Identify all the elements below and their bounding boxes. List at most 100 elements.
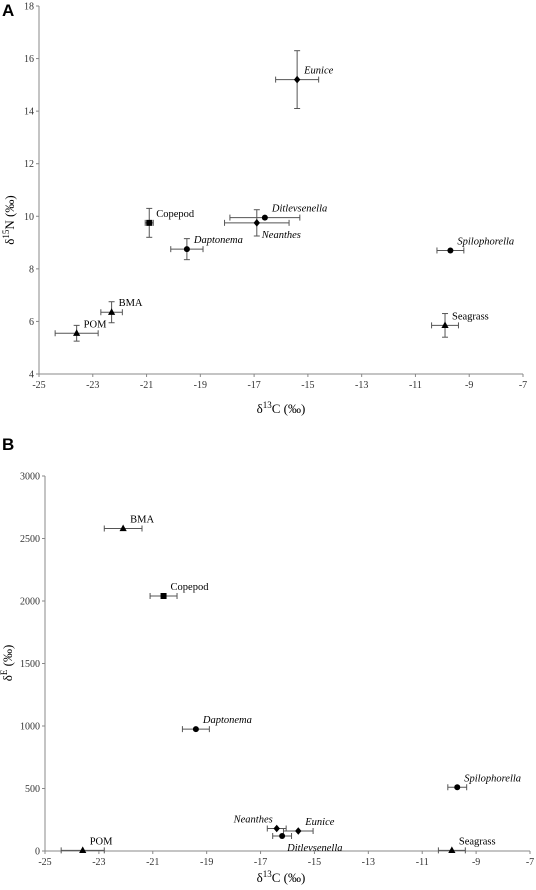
panel-a-y-axis-label: δ15N (‰) — [1, 195, 17, 244]
panel-b-point-bma: BMA — [103, 515, 154, 532]
point-label-neanthes: Neanthes — [261, 230, 301, 241]
point-label-pom: POM — [90, 836, 113, 847]
panel-b-x-tick-label: -9 — [472, 857, 480, 868]
circle-marker — [192, 726, 199, 733]
panel-b-y-tick-label: 0 — [35, 847, 40, 858]
panel-b-x-tick-label: -23 — [92, 857, 105, 868]
panel-b-y-tick-label: 500 — [25, 784, 40, 795]
point-label-daptonema: Daptonema — [193, 235, 243, 246]
panel-a-x-tick-label: -9 — [465, 380, 473, 391]
panel-a-x-tick-label: -13 — [355, 380, 368, 391]
panel-b-y-tick-label: 2000 — [20, 597, 40, 608]
panel-a-y-tick-label: 18 — [24, 2, 34, 13]
triangle-marker — [108, 308, 116, 315]
panel-b-axes: -25 -23 -21 -19 -17 -15 -13 -11 -9 -7 0 500 1000 1500… — [20, 472, 534, 869]
square-marker — [146, 219, 153, 226]
point-label-spilophorella: Spilophorella — [464, 773, 521, 784]
panel-a-point-seagrass: Seagrass — [431, 311, 489, 338]
panel-b-x-tick-label: -15 — [308, 857, 321, 868]
point-label-eunice: Eunice — [304, 817, 334, 828]
point-label-neanthes: Neanthes — [233, 815, 273, 826]
panel-a-y-tick-label: 14 — [24, 107, 34, 118]
triangle-marker — [79, 846, 87, 853]
panel-a-point-daptonema: Daptonema — [170, 235, 243, 261]
diamond-marker — [293, 75, 301, 84]
panel-a-point-pom: POM — [54, 319, 107, 342]
panel-a-letter: A — [2, 1, 14, 20]
point-label-seagrass: Seagrass — [452, 311, 489, 322]
point-label-seagrass: Seagrass — [459, 836, 496, 847]
panel-a-x-tick-label: -23 — [86, 380, 99, 391]
panel-a-point-ditlevsenella: Ditlevsenella — [229, 204, 327, 221]
panel-b-y-tick-label: 3000 — [20, 472, 40, 483]
panel-a-y-tick-label: 4 — [29, 370, 34, 381]
panel-b: B δE (‰) δ13C (‰) -25 -23 -21 -19 -17 -15 -13-… — [0, 435, 534, 885]
panel-b-x-tick-label: -7 — [526, 857, 534, 868]
panel-b-point-neanthes: Neanthes — [233, 815, 287, 833]
triangle-marker — [119, 524, 127, 532]
circle-marker — [279, 833, 286, 839]
panel-a-x-tick-label: -7 — [519, 380, 527, 391]
panel-a-axes: -25 -23 -21 -19 -17 -15 -13 -11 -9 -7 4 6 8 10 12 14 16 1… — [24, 2, 527, 392]
panel-b-point-daptonema: Daptonema — [181, 715, 252, 733]
panel-b-y-tick-label: 2500 — [20, 534, 40, 545]
panel-a-x-tick-label: -11 — [409, 380, 422, 391]
panel-a-y-tick-label: 6 — [29, 317, 34, 328]
triangle-marker — [441, 321, 449, 328]
point-label-ditlevsenella: Ditlevsenella — [286, 843, 342, 854]
triangle-marker — [448, 846, 456, 853]
panel-a-y-tick-label: 16 — [24, 54, 34, 65]
panel-b-x-tick-label: -13 — [362, 857, 375, 868]
panel-a-point-copepod: Copepod — [144, 207, 195, 238]
panel-b-point-pom: POM — [60, 836, 113, 854]
point-label-copepod: Copepod — [156, 209, 195, 220]
point-label-pom: POM — [84, 319, 107, 330]
panel-b-x-tick-label: -19 — [200, 857, 213, 868]
panel-b-point-eunice: Eunice — [282, 817, 335, 835]
point-label-eunice: Eunice — [303, 66, 333, 77]
panel-a-point-eunice: Eunice — [275, 50, 334, 110]
panel-b-x-tick-label: -21 — [146, 857, 159, 868]
panel-a-y-tick-label: 12 — [24, 159, 34, 170]
svg-text:δ13C (‰): δ13C (‰) — [257, 869, 306, 885]
panel-a-x-tick-label: -25 — [32, 380, 45, 391]
panel-b-x-tick-label: -25 — [38, 857, 51, 868]
circle-marker — [454, 784, 461, 791]
diamond-marker — [273, 824, 280, 833]
diamond-marker — [253, 219, 260, 227]
point-label-ditlevsenella: Ditlevsenella — [271, 204, 327, 215]
point-label-daptonema: Daptonema — [202, 715, 252, 726]
svg-text:δE (‰): δE (‰) — [0, 645, 15, 682]
svg-text:δ15N (‰): δ15N (‰) — [1, 195, 17, 244]
panel-a-x-axis-label: δ13C (‰) — [257, 400, 306, 416]
circle-marker — [183, 246, 190, 253]
panel-b-letter: B — [2, 435, 14, 454]
panel-b-point-seagrass: Seagrass — [437, 836, 496, 854]
panel-a-y-tick-label: 10 — [24, 212, 34, 223]
panel-a-x-tick-label: -17 — [247, 380, 260, 391]
panel-b-point-copepod: Copepod — [149, 582, 209, 599]
panel-a-x-tick-label: -21 — [140, 380, 153, 391]
diamond-marker — [295, 827, 302, 835]
point-label-bma: BMA — [119, 298, 143, 309]
square-marker — [160, 593, 167, 599]
triangle-marker — [73, 329, 81, 336]
panel-a-point-neanthes: Neanthes — [224, 209, 301, 241]
point-label-spilophorella: Spilophorella — [457, 236, 514, 247]
point-label-bma: BMA — [130, 515, 154, 526]
panel-a-point-bma: BMA — [100, 298, 143, 324]
panel-b-x-tick-label: -17 — [254, 857, 267, 868]
circle-marker — [447, 247, 454, 254]
svg-text:δ13C (‰): δ13C (‰) — [257, 400, 306, 416]
panel-b-y-axis-label: δE (‰) — [0, 645, 15, 682]
panel-b-point-ditlevsenella: Ditlevsenella — [272, 833, 343, 854]
circle-marker — [261, 214, 268, 221]
panel-b-x-axis-label: δ13C (‰) — [257, 869, 306, 885]
panel-b-y-tick-label: 1500 — [20, 659, 40, 670]
panel-a: A δ15N (‰) δ13C (‰) -25 -23 -21 -19 -17 -15 -1… — [1, 1, 527, 416]
panel-a-y-tick-label: 8 — [29, 264, 34, 275]
panel-b-x-tick-label: -11 — [416, 857, 429, 868]
panel-b-point-spilophorella: Spilophorella — [447, 773, 521, 791]
panel-b-y-tick-label: 1000 — [20, 722, 40, 733]
